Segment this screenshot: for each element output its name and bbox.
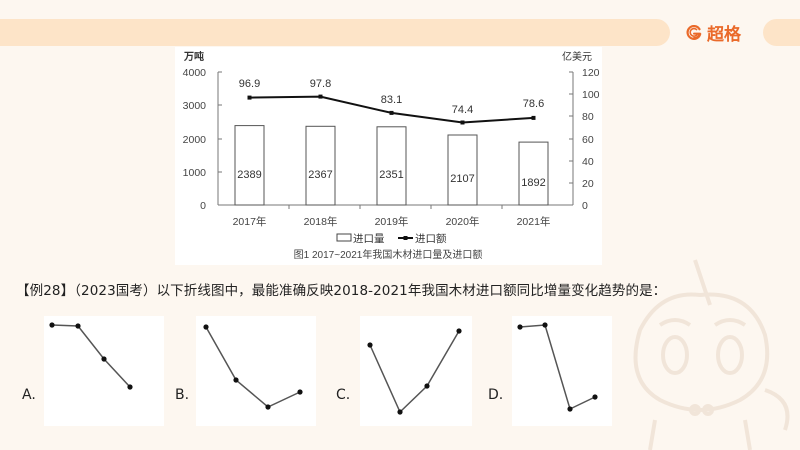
left-tick-label: 3000 <box>183 100 207 112</box>
unicorn-mascot-watermark-icon <box>633 259 790 450</box>
left-tick-label: 2000 <box>183 134 207 146</box>
question-text: 【例28】（2023国考）以下折线图中，最能准确反映2018-2021年我国木材… <box>16 283 667 299</box>
x-tick-label: 2020年 <box>446 215 480 228</box>
right-tick-label: 60 <box>582 134 594 146</box>
right-axis-unit: 亿美元 <box>562 50 592 63</box>
brand-name: 超格 <box>707 25 741 45</box>
legend-line-label: 进口额 <box>415 232 447 245</box>
option-b-chart[interactable] <box>196 316 316 426</box>
wood-import-chart: 万吨 亿美元 4000 3000 2000 1000 0 120 100 <box>175 47 602 265</box>
line-value-label: 83.1 <box>381 94 402 106</box>
option-d-label[interactable]: D. <box>488 387 504 403</box>
right-tick-label: 20 <box>582 178 594 190</box>
bar-2021 <box>518 141 549 206</box>
brand-logo: 超格 <box>686 19 741 46</box>
right-tick-label: 0 <box>582 200 588 212</box>
bar-value-label: 2107 <box>450 173 474 185</box>
left-tick-label: 0 <box>200 200 206 212</box>
bar-2017 <box>234 125 265 206</box>
import-value-line <box>247 94 536 125</box>
x-tick-label: 2018年 <box>304 215 338 228</box>
left-axis: 4000 3000 2000 1000 0 <box>183 67 222 212</box>
bar-value-label: 2367 <box>308 169 332 181</box>
line-value-label: 97.8 <box>310 78 331 90</box>
bar-value-label: 2389 <box>237 169 261 181</box>
option-c-label[interactable]: C. <box>336 387 351 403</box>
left-axis-unit: 万吨 <box>183 50 204 63</box>
bar-2019 <box>376 126 407 206</box>
bar-2020 <box>447 134 478 206</box>
option-a-label[interactable]: A. <box>22 387 36 403</box>
right-tick-label: 100 <box>582 89 600 101</box>
x-tick-label: 2021年 <box>517 215 551 228</box>
option-d-chart[interactable] <box>512 316 612 426</box>
import-volume-bars <box>234 125 549 206</box>
option-a-chart[interactable] <box>44 316 164 426</box>
bar-value-label: 2351 <box>379 169 403 181</box>
line-value-label: 74.4 <box>452 104 473 116</box>
left-tick-label: 4000 <box>183 67 207 79</box>
legend-bar-label: 进口量 <box>353 233 385 245</box>
brand-g-logo-icon <box>686 24 702 40</box>
chart-legend: 进口量 进口额 <box>336 232 447 245</box>
header-banner-right <box>763 19 800 46</box>
bar-value-label: 1892 <box>521 177 545 189</box>
header-banner-left <box>0 19 670 46</box>
right-tick-label: 80 <box>582 111 594 123</box>
legend-bar-swatch <box>336 233 352 242</box>
line-value-label: 78.6 <box>523 98 544 110</box>
option-b-label[interactable]: B. <box>175 387 190 403</box>
left-tick-label: 1000 <box>183 167 207 179</box>
x-tick-label: 2019年 <box>375 215 409 228</box>
line-value-label: 96.9 <box>239 78 260 90</box>
right-axis: 120 100 80 60 40 20 0 <box>569 67 600 212</box>
option-c-chart[interactable] <box>360 316 472 426</box>
chart-caption: 图1 2017~2021年我国木材进口量及进口额 <box>294 248 483 261</box>
x-tick-label: 2017年 <box>233 215 267 228</box>
bar-2018 <box>305 125 336 206</box>
right-tick-label: 120 <box>582 67 600 79</box>
right-tick-label: 40 <box>582 156 594 168</box>
